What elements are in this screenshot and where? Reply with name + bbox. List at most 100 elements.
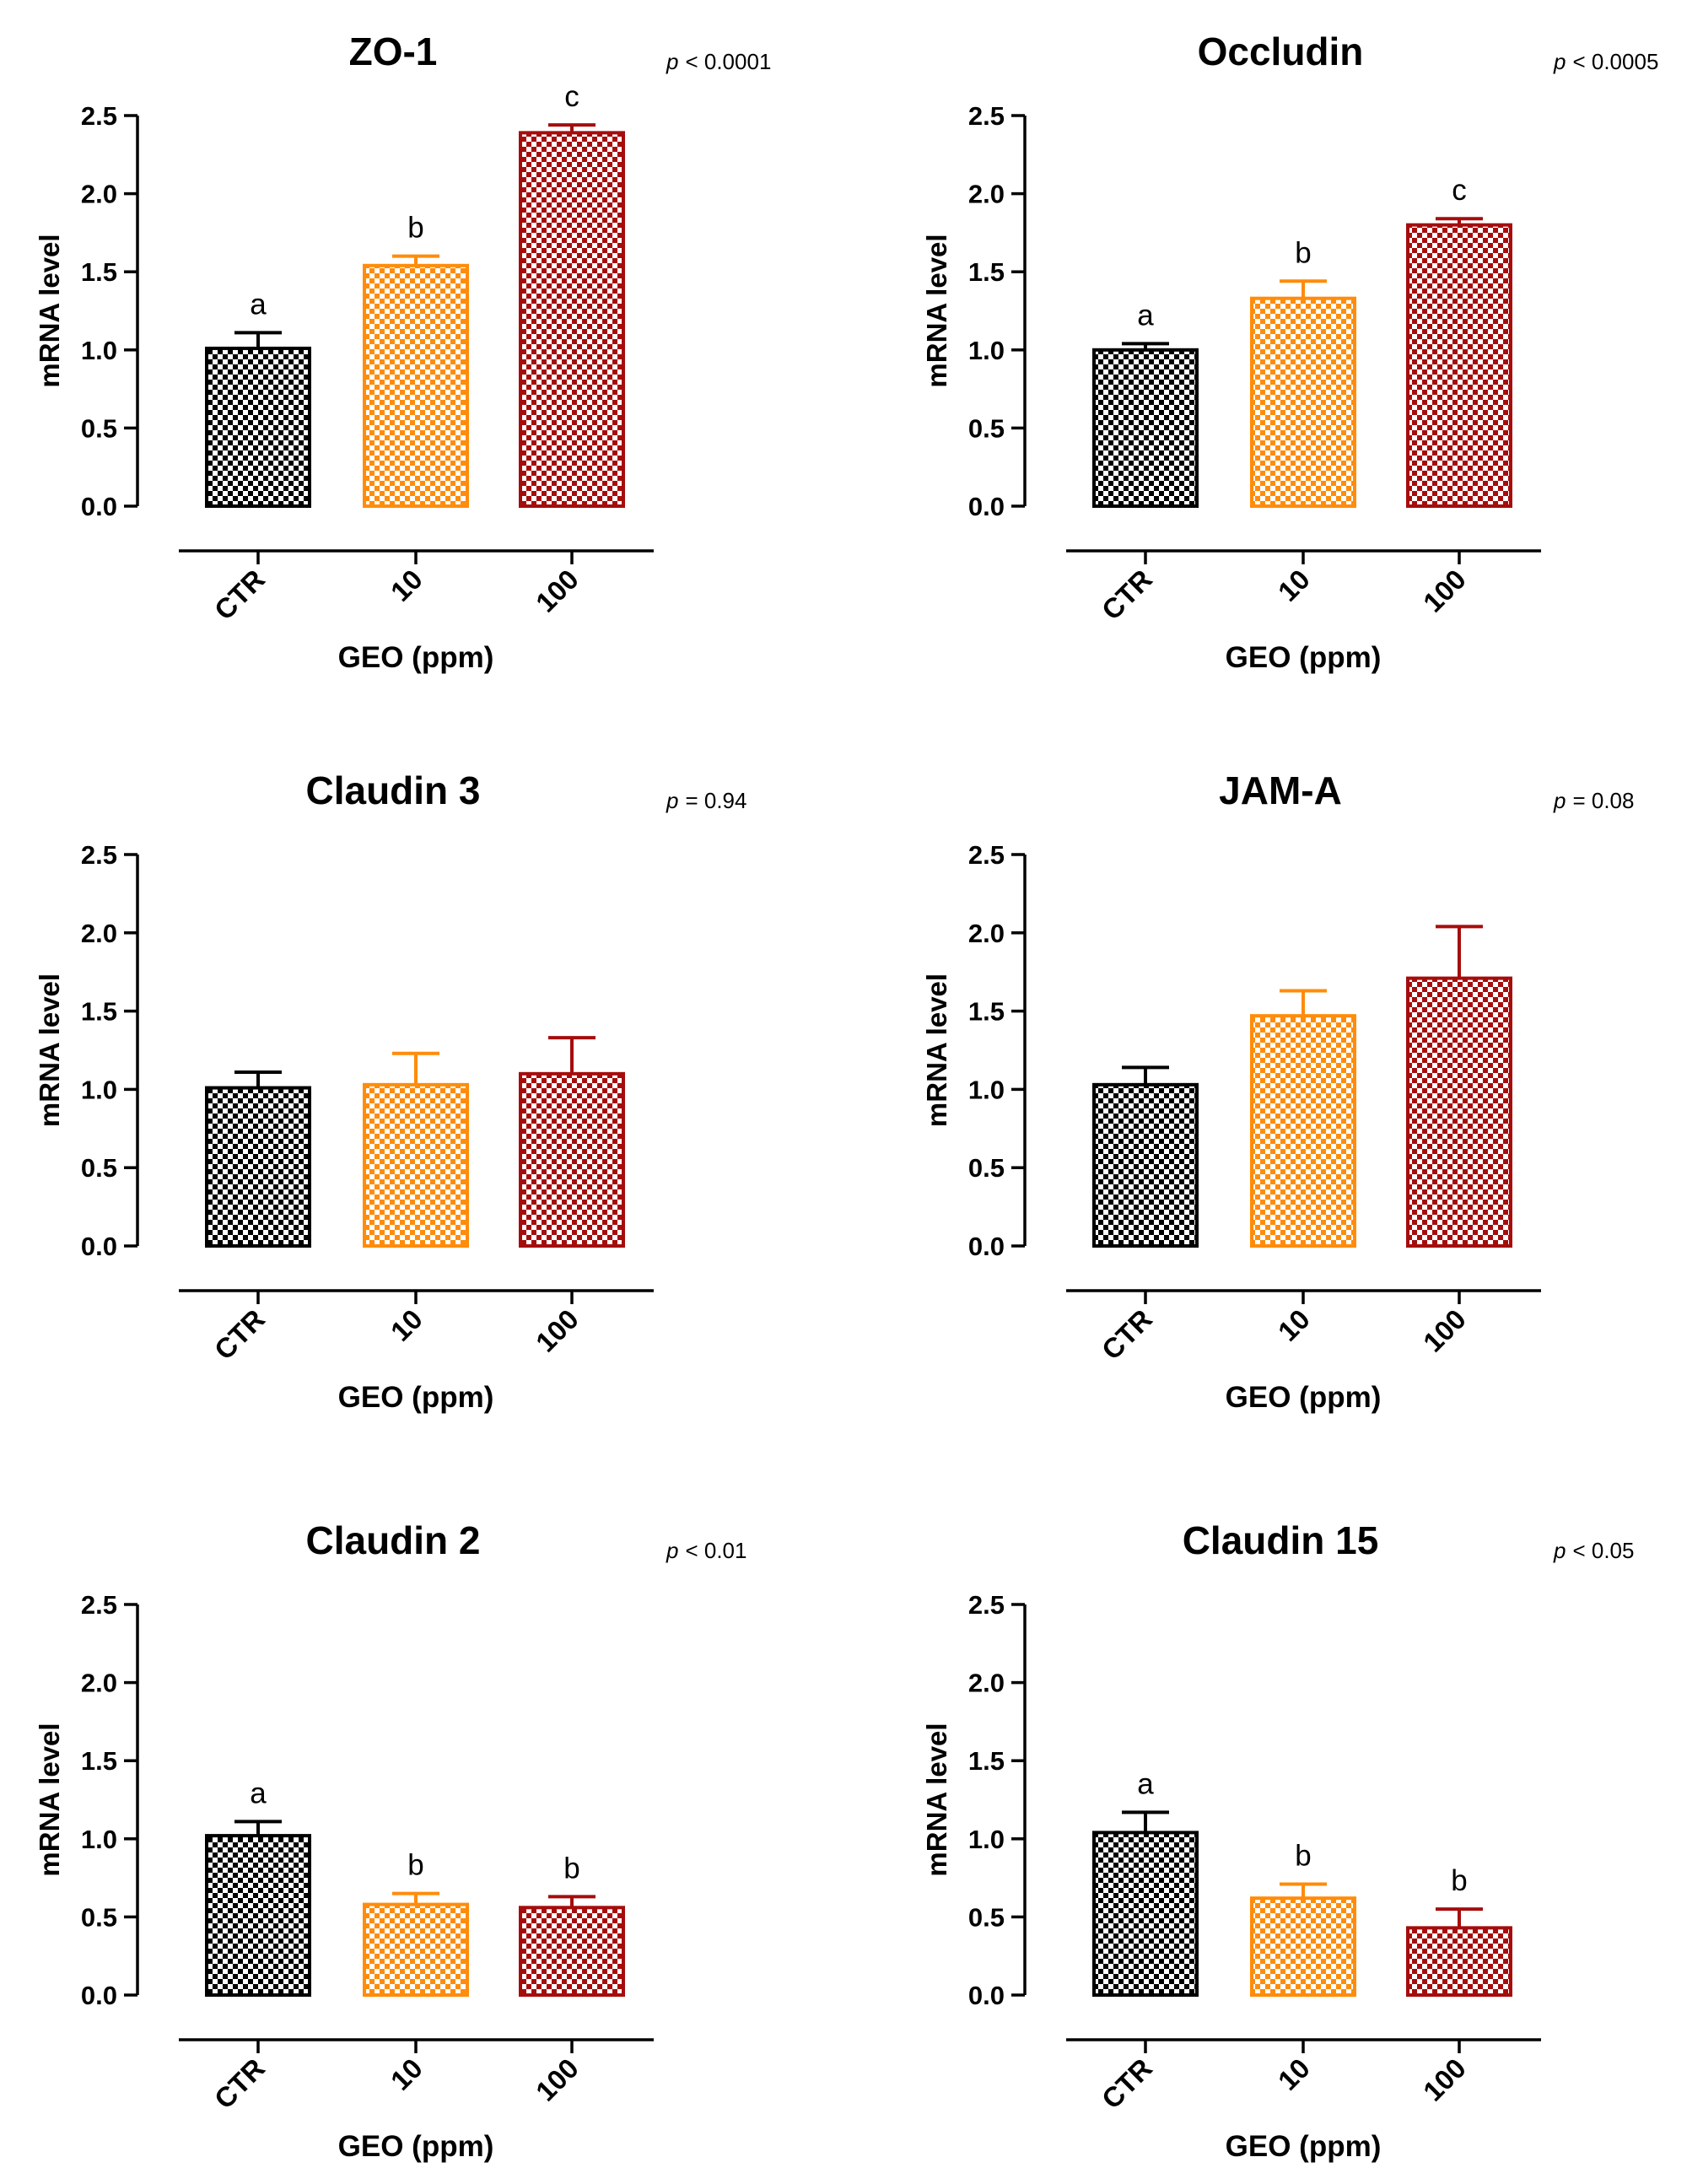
x-tick-label: 10 (385, 2052, 428, 2096)
bar-100 (1406, 223, 1512, 508)
y-tick-label: 2.5 (968, 840, 1005, 870)
x-tick-label: CTR (208, 1303, 271, 1366)
chart-title: JAM-A (1219, 768, 1342, 812)
bar-100 (1406, 1926, 1512, 1998)
p-symbol: p (1553, 49, 1566, 74)
y-tick-label: 0.5 (81, 413, 117, 443)
p-value-label: p < 0.0005 (1553, 49, 1658, 74)
y-tick-label: 1.5 (81, 1746, 117, 1776)
y-tick-label: 1.5 (968, 257, 1005, 287)
chart-title: Claudin 2 (305, 1518, 480, 1562)
x-tick-label: CTR (208, 2052, 271, 2115)
y-tick-label: 1.0 (81, 336, 117, 365)
x-tick-label: CTR (208, 564, 271, 626)
significance-letter: a (1137, 1767, 1154, 1800)
y-tick-label: 1.0 (81, 1825, 117, 1854)
y-tick-label: 0.5 (968, 413, 1005, 443)
y-tick-label: 2.0 (81, 919, 117, 948)
y-tick-label: 2.0 (81, 180, 117, 209)
bar-10 (1250, 296, 1356, 508)
y-tick-label: 0.0 (968, 1232, 1005, 1261)
chart-panel-claudin-15: Claudin 15 p < 0.05 0.0 0.5 1.0 1.5 2.0 2.5 mRNA … (921, 1518, 1634, 2163)
significance-letter: b (1451, 1864, 1467, 1897)
y-axis-label: mRNA level (34, 973, 65, 1127)
chart-panel-claudin-3: Claudin 3 p = 0.94 0.0 0.5 1.0 1.5 2.0 2.5 mRNA l… (34, 768, 746, 1414)
y-tick-label: 0.5 (968, 1153, 1005, 1183)
p-symbol: p (666, 49, 678, 74)
p-symbol: p (1553, 1538, 1566, 1563)
x-tick-label: 100 (1417, 564, 1472, 618)
y-axis-label: mRNA level (34, 234, 65, 387)
x-tick-label: 100 (1417, 2052, 1472, 2107)
x-axis-label: GEO (ppm) (1226, 641, 1382, 674)
p-value-label: p = 0.08 (1553, 788, 1634, 813)
y-axis-label: mRNA level (921, 973, 952, 1127)
y-tick-label: 2.0 (968, 919, 1005, 948)
chart-title: Occludin (1198, 30, 1364, 73)
y-tick-label: 2.0 (81, 1669, 117, 1698)
p-value-label: p < 0.01 (666, 1538, 746, 1563)
bar-100 (1406, 976, 1512, 1248)
x-axis-label: GEO (ppm) (338, 641, 494, 674)
y-tick-label: 1.5 (968, 997, 1005, 1027)
bar-10 (1250, 1896, 1356, 1998)
y-tick-label: 2.5 (81, 1590, 117, 1620)
significance-letter: a (250, 1777, 267, 1809)
bar-ctr (205, 1834, 311, 1997)
chart-panel-occludin: Occludin p < 0.0005 0.0 0.5 1.0 1.5 2.0 2.5 mRNA … (921, 30, 1658, 674)
chart-panel-claudin-2: Claudin 2 p < 0.01 0.0 0.5 1.0 1.5 2.0 2.5 mRNA l… (34, 1518, 746, 2163)
y-tick-label: 1.0 (968, 1075, 1005, 1104)
chart-title: ZO-1 (349, 30, 438, 73)
y-tick-label: 2.0 (968, 180, 1005, 209)
y-tick-label: 0.5 (81, 1902, 117, 1932)
x-tick-label: CTR (1096, 564, 1158, 626)
x-tick-label: 10 (1272, 564, 1316, 607)
chart-title: Claudin 3 (305, 768, 480, 812)
y-axis-label: mRNA level (921, 234, 952, 387)
y-tick-label: 0.0 (81, 1232, 117, 1261)
significance-letter: b (563, 1852, 579, 1885)
p-value: = 0.08 (1572, 788, 1634, 813)
x-tick-label: 100 (530, 564, 585, 618)
significance-letter: b (1295, 1840, 1311, 1873)
bar-ctr (1092, 348, 1199, 508)
p-value-label: p < 0.05 (1553, 1538, 1634, 1563)
y-tick-label: 1.5 (968, 1746, 1005, 1776)
p-symbol: p (666, 788, 678, 813)
p-value: < 0.0001 (685, 49, 771, 74)
chart-panel-zo-1: ZO-1 p < 0.0001 0.0 0.5 1.0 1.5 2.0 2.5 mRNA leve… (34, 30, 771, 674)
y-tick-label: 1.0 (968, 336, 1005, 365)
significance-letter: b (1295, 236, 1311, 269)
significance-letter: a (1137, 299, 1154, 332)
y-tick-label: 0.0 (81, 1981, 117, 2010)
bar-ctr (1092, 1831, 1199, 1998)
y-tick-label: 0.5 (968, 1902, 1005, 1932)
p-symbol: p (666, 1538, 678, 1563)
y-tick-label: 2.5 (968, 1590, 1005, 1620)
y-tick-label: 2.0 (968, 1669, 1005, 1698)
significance-letter: b (407, 1849, 423, 1882)
bar-10 (1250, 1014, 1356, 1248)
x-tick-label: CTR (1096, 2052, 1158, 2115)
bar-10 (363, 1082, 469, 1248)
chart-panel-jam-a: JAM-A p = 0.08 0.0 0.5 1.0 1.5 2.0 2.5 mRNA level… (921, 768, 1634, 1414)
x-tick-label: 10 (385, 1303, 428, 1347)
y-tick-label: 2.5 (81, 101, 117, 131)
y-axis-label: mRNA level (921, 1723, 952, 1876)
y-tick-label: 2.5 (81, 840, 117, 870)
significance-letter: c (564, 80, 579, 113)
y-tick-label: 0.0 (81, 492, 117, 521)
y-tick-label: 0.0 (968, 492, 1005, 521)
p-value-label: p < 0.0001 (666, 49, 771, 74)
x-axis-label: GEO (ppm) (1226, 1381, 1382, 1414)
x-axis-label: GEO (ppm) (338, 1381, 494, 1414)
y-tick-label: 1.0 (81, 1075, 117, 1104)
x-tick-label: 100 (530, 1303, 585, 1358)
significance-letter: a (250, 288, 267, 321)
p-value: < 0.0005 (1572, 49, 1658, 74)
chart-title: Claudin 15 (1183, 1518, 1379, 1562)
x-tick-label: 10 (1272, 1303, 1316, 1347)
p-value-label: p = 0.94 (666, 788, 746, 813)
y-tick-label: 2.5 (968, 101, 1005, 131)
